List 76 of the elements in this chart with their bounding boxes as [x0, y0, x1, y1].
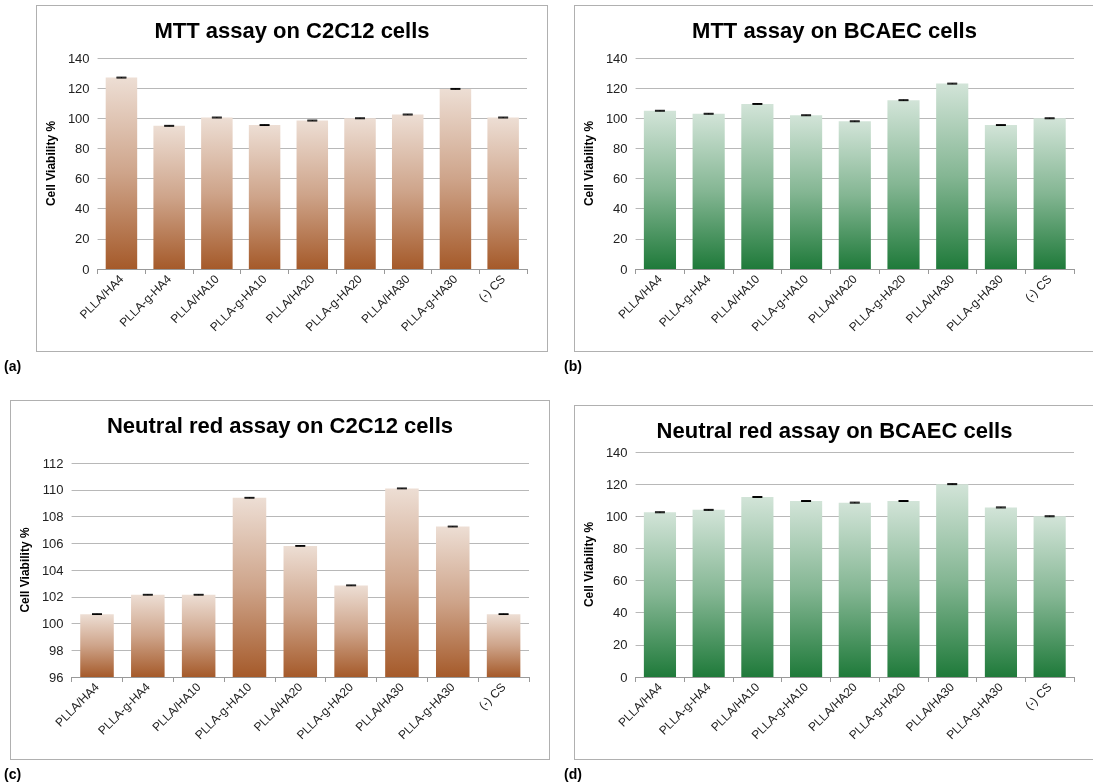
bar [984, 125, 1018, 269]
y-tick-label: 40 [613, 201, 628, 217]
y-tick-label: 80 [613, 540, 628, 556]
bar [296, 120, 329, 269]
y-tick-label: 0 [82, 261, 90, 277]
x-tick-label: (-) CS [475, 272, 509, 305]
y-tick-label: 102 [41, 589, 64, 605]
text: (c) [4, 766, 22, 782]
y-tick-label: 80 [613, 140, 628, 156]
y-axis-title: Cell Viability % [582, 120, 596, 207]
bar [984, 507, 1018, 677]
y-tick-label: 112 [42, 455, 64, 471]
y-tick-label: 80 [75, 140, 90, 156]
bar [790, 115, 823, 269]
bar [105, 77, 138, 269]
bar [790, 501, 823, 677]
y-tick-label: 100 [605, 508, 628, 524]
y-axis-title: Cell Viability % [18, 527, 32, 613]
bar [201, 117, 233, 269]
x-tick-label: (-) CS [1022, 680, 1055, 713]
y-tick-label: 98 [49, 642, 64, 658]
bar [838, 502, 871, 677]
bar [487, 117, 519, 269]
bar [692, 509, 725, 677]
y-tick-label: 120 [605, 80, 628, 96]
y-tick-label: 120 [605, 476, 628, 492]
y-tick-label: 20 [613, 231, 628, 247]
x-tick-label: (-) CS [476, 680, 509, 713]
bar [643, 110, 677, 269]
y-tick-label: 140 [605, 50, 628, 66]
y-tick-label: 60 [613, 573, 628, 589]
bar [936, 83, 969, 269]
bar [741, 497, 774, 677]
y-tick-label: 0 [620, 261, 628, 277]
y-tick-label: 20 [75, 231, 90, 247]
chart-title: Neutral red assay on BCAEC cells [656, 417, 1013, 443]
chart-title: MTT assay on C2C12 cells [154, 17, 430, 43]
y-tick-label: 106 [41, 535, 64, 551]
bar [1033, 118, 1066, 269]
y-tick-label: 140 [605, 444, 628, 460]
bar [391, 114, 424, 269]
y-tick-label: 0 [620, 669, 628, 685]
y-tick-label: 60 [613, 171, 628, 187]
y-tick-label: 104 [41, 562, 64, 578]
y-axis-title: Cell Viability % [582, 521, 596, 608]
y-tick-label: 60 [75, 171, 90, 187]
y-tick-label: 40 [75, 201, 90, 217]
y-axis-title: Cell Viability % [44, 120, 58, 207]
text: (d) [564, 766, 582, 782]
y-tick-label: 110 [42, 482, 64, 498]
y-tick-label: 40 [613, 605, 628, 621]
y-tick-label: 100 [41, 616, 64, 631]
bar [248, 125, 281, 269]
y-tick-label: 108 [41, 509, 64, 524]
chart-title: Neutral red assay on C2C12 cells [106, 412, 454, 438]
chart-title: MTT assay on BCAEC cells [692, 17, 977, 43]
y-tick-label: 120 [67, 80, 90, 96]
bar [838, 121, 871, 269]
y-tick-label: 100 [67, 110, 90, 126]
bar [439, 88, 472, 269]
text: (b) [564, 358, 582, 374]
bar [741, 103, 774, 269]
y-tick-label: 96 [49, 669, 64, 685]
bar [936, 484, 969, 677]
bar [692, 113, 725, 269]
bar [153, 125, 185, 269]
y-tick-label: 140 [67, 50, 90, 66]
x-tick-label: (-) CS [1022, 272, 1055, 305]
bar [643, 512, 677, 677]
bar [344, 118, 376, 269]
bar [887, 100, 920, 269]
bar [1033, 516, 1066, 677]
text: (a) [4, 358, 22, 374]
y-tick-label: 100 [605, 110, 628, 126]
bar [887, 501, 920, 677]
y-tick-label: 20 [613, 637, 628, 653]
